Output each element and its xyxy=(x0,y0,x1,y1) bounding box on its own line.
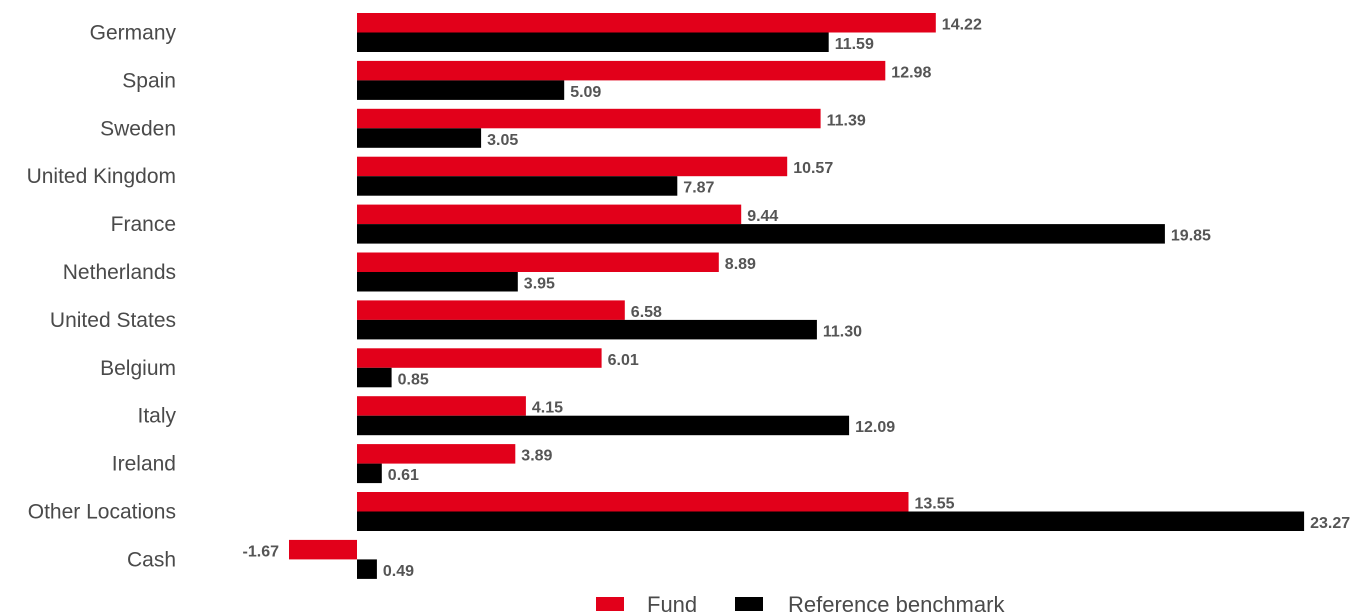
bar-reference-benchmark-cash xyxy=(357,559,377,579)
value-label-fund-united-states: 6.58 xyxy=(631,304,662,321)
category-label-sweden: Sweden xyxy=(100,117,176,140)
legend-fund-label: Fund xyxy=(647,592,697,614)
value-label-fund-ireland: 3.89 xyxy=(521,448,552,465)
value-label-fund-france: 9.44 xyxy=(747,208,778,225)
value-label-fund-united-kingdom: 10.57 xyxy=(793,160,833,177)
bar-reference-benchmark-germany xyxy=(357,32,829,52)
legend-fund-swatch xyxy=(596,597,624,611)
value-label-reference-benchmark-united-states: 11.30 xyxy=(823,323,862,340)
value-label-reference-benchmark-germany: 11.59 xyxy=(835,36,874,53)
bar-reference-benchmark-united-kingdom xyxy=(357,176,678,196)
category-label-spain: Spain xyxy=(122,69,176,92)
value-label-reference-benchmark-belgium: 0.85 xyxy=(398,371,429,388)
bar-reference-benchmark-other-locations xyxy=(357,511,1305,531)
bar-fund-spain xyxy=(357,60,886,81)
category-label-cash: Cash xyxy=(127,548,176,571)
value-label-reference-benchmark-sweden: 3.05 xyxy=(487,132,518,149)
bar-fund-sweden xyxy=(357,108,821,129)
value-label-fund-netherlands: 8.89 xyxy=(725,256,756,273)
bar-reference-benchmark-italy xyxy=(357,415,850,436)
value-label-reference-benchmark-ireland: 0.61 xyxy=(388,467,419,484)
category-label-france: France xyxy=(111,213,176,236)
value-label-reference-benchmark-other-locations: 23.27 xyxy=(1310,515,1350,532)
legend-benchmark-swatch xyxy=(735,597,763,611)
value-label-reference-benchmark-france: 19.85 xyxy=(1171,228,1211,245)
category-label-ireland: Ireland xyxy=(112,453,176,476)
category-label-belgium: Belgium xyxy=(100,357,176,380)
value-label-fund-spain: 12.98 xyxy=(891,64,931,81)
bar-reference-benchmark-france xyxy=(357,224,1165,244)
category-label-other-locations: Other Locations xyxy=(28,501,176,524)
value-label-reference-benchmark-united-kingdom: 7.87 xyxy=(683,180,714,197)
bar-fund-italy xyxy=(357,396,526,416)
value-label-fund-belgium: 6.01 xyxy=(608,352,639,369)
bar-reference-benchmark-netherlands xyxy=(357,272,518,292)
category-label-united-kingdom: United Kingdom xyxy=(27,165,176,188)
bar-fund-united-states xyxy=(357,300,625,320)
value-label-reference-benchmark-spain: 5.09 xyxy=(570,84,601,101)
bar-fund-belgium xyxy=(357,348,602,368)
bars-group xyxy=(289,13,1305,579)
bar-fund-france xyxy=(357,204,742,225)
category-label-italy: Italy xyxy=(137,405,176,428)
value-labels: 14.22 11.59 12.98 5.09 11.39 3.05 10.57 7.87 9.4… xyxy=(243,17,1351,580)
bar-reference-benchmark-spain xyxy=(357,80,565,100)
value-label-fund-sweden: 11.39 xyxy=(827,112,866,129)
value-label-reference-benchmark-cash: 0.49 xyxy=(383,563,414,580)
bar-fund-cash xyxy=(289,539,357,560)
bar-reference-benchmark-united-states xyxy=(357,319,817,340)
bar-reference-benchmark-sweden xyxy=(357,128,482,148)
bar-fund-ireland xyxy=(357,444,516,464)
bar-reference-benchmark-ireland xyxy=(357,463,382,484)
category-label-germany: Germany xyxy=(90,22,177,45)
bar-fund-netherlands xyxy=(357,252,719,272)
legend-benchmark-label: Reference benchmark xyxy=(788,592,1005,614)
legend: Fund Reference benchmark xyxy=(596,592,1005,614)
value-label-fund-germany: 14.22 xyxy=(942,17,982,34)
bar-fund-united-kingdom xyxy=(357,156,788,177)
value-label-fund-cash: -1.67 xyxy=(243,543,280,560)
category-label-netherlands: Netherlands xyxy=(63,261,176,284)
bar-reference-benchmark-belgium xyxy=(357,367,392,388)
bar-fund-germany xyxy=(357,13,936,33)
category-label-united-states: United States xyxy=(50,309,176,332)
value-label-fund-italy: 4.15 xyxy=(532,400,563,417)
value-label-reference-benchmark-netherlands: 3.95 xyxy=(524,276,555,293)
category-labels: Germany Spain Sweden United Kingdom France Ne… xyxy=(27,22,177,572)
bar-fund-other-locations xyxy=(357,492,909,512)
value-label-fund-other-locations: 13.55 xyxy=(915,496,955,513)
value-label-reference-benchmark-italy: 12.09 xyxy=(855,419,895,436)
